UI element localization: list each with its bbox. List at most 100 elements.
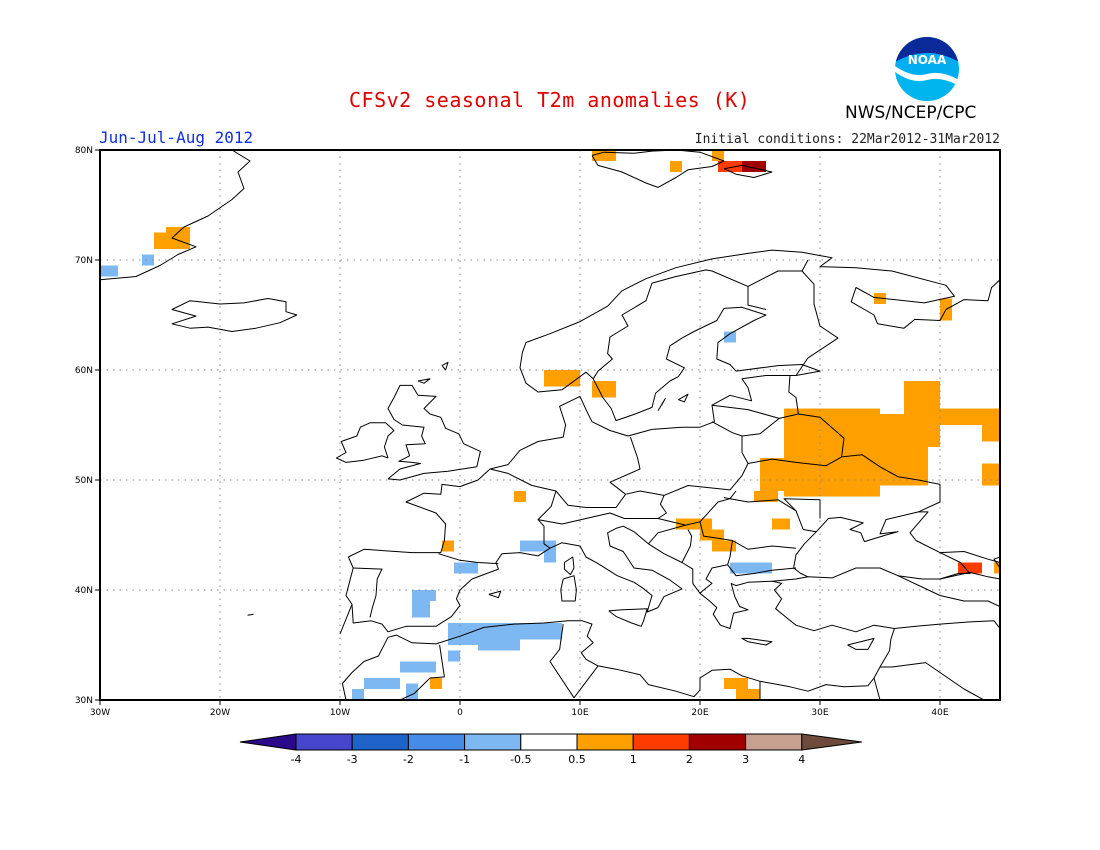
anomaly-cell: [544, 370, 580, 387]
country-border: [723, 497, 817, 533]
anomaly-cell: [514, 491, 526, 502]
anomaly-cell: [544, 551, 556, 563]
coastline: [741, 637, 773, 646]
country-border: [939, 551, 1000, 563]
anomaly-cell: [772, 518, 790, 530]
anomaly-cell: [718, 161, 742, 172]
country-border: [399, 644, 445, 700]
coastline: [560, 575, 577, 602]
country-border: [549, 624, 575, 699]
coastline: [335, 422, 395, 463]
map-frame: [99, 149, 1001, 701]
coastline: [488, 590, 502, 599]
coastline: [591, 150, 725, 188]
legend-swatch: [632, 733, 690, 751]
anomaly-cell: [742, 161, 766, 172]
anomaly-cell: [982, 419, 1000, 442]
anomaly-cell: [904, 381, 940, 447]
lat-tick-label: 30N: [75, 696, 93, 706]
lon-tick-label: 40E: [931, 708, 948, 718]
country-border: [489, 468, 557, 549]
lat-tick-label: 40N: [75, 586, 93, 596]
initial-conditions-label: Initial conditions: 22Mar2012-31Mar2012: [694, 132, 1000, 147]
country-border: [555, 436, 641, 508]
legend-swatch: [464, 733, 522, 751]
lat-tick-label: 50N: [75, 476, 93, 486]
lat-tick-label: 80N: [75, 146, 93, 156]
coastline: [993, 556, 1000, 576]
country-border: [353, 567, 383, 618]
country-border: [537, 512, 658, 525]
anomaly-cell: [412, 595, 430, 618]
legend-label: -4: [291, 753, 302, 766]
country-borders: [353, 259, 1000, 700]
lat-tick-label: 60N: [75, 366, 93, 376]
legend-swatch: [295, 733, 353, 751]
season-label: Jun-Jul-Aug 2012: [99, 128, 254, 147]
anomaly-cell: [982, 463, 1000, 486]
noaa-logo-text: NOAA: [908, 53, 947, 67]
axis-ticks: 80N 70N 60N 50N 40N 30N 30W 20W 10W 0 10E 20E 30E 40E: [75, 146, 949, 718]
coastline: [657, 398, 666, 411]
coastline: [847, 637, 875, 650]
legend-swatch: [688, 733, 747, 751]
lon-tick-label: 30W: [90, 708, 110, 718]
anomaly-cell: [592, 381, 616, 398]
lon-tick-label: 20W: [210, 708, 230, 718]
coastline: [339, 249, 1000, 635]
anomaly-cell: [352, 689, 364, 700]
anomaly-cell: [958, 562, 982, 574]
coastline: [563, 556, 575, 576]
anomaly-cell: [400, 661, 436, 673]
lon-tick-label: 30E: [811, 708, 828, 718]
lon-tick-label: 0: [457, 708, 463, 718]
country-border: [727, 564, 797, 577]
anomaly-cell: [712, 540, 736, 552]
country-border: [747, 270, 802, 287]
country-border: [798, 413, 845, 457]
anomaly-cell: [454, 562, 478, 574]
country-border: [592, 269, 767, 380]
anomaly-cell: [730, 562, 772, 574]
anomaly-cell: [700, 529, 724, 541]
legend-label: 3: [742, 753, 749, 766]
country-border: [880, 662, 986, 700]
anomaly-cell: [754, 491, 778, 502]
anomaly-cell: [442, 540, 454, 552]
coastline: [387, 384, 481, 481]
legend-label: -0.5: [510, 753, 531, 766]
legend-swatch: [407, 733, 466, 751]
country-border: [897, 575, 1000, 607]
legend-low-arrow: [239, 733, 297, 751]
anomaly-cell: [784, 408, 880, 497]
country-border: [681, 529, 693, 563]
coastline: [171, 298, 298, 332]
legend-swatch: [745, 733, 803, 751]
lon-tick-label: 10W: [330, 708, 350, 718]
legend-label: -3: [347, 753, 358, 766]
anomaly-cell: [142, 254, 154, 266]
country-border: [648, 524, 686, 545]
lon-tick-label: 10E: [571, 708, 588, 718]
legend-swatch: [351, 733, 409, 751]
legend-label: 4: [798, 753, 805, 766]
anomaly-cell: [724, 331, 736, 343]
coastline: [723, 164, 773, 178]
country-border: [711, 404, 780, 419]
country-border: [747, 454, 941, 513]
coastline: [100, 150, 251, 281]
anomaly-cell: [364, 678, 400, 689]
anomaly-cell: [670, 161, 682, 172]
country-border: [939, 571, 1000, 580]
country-border: [625, 432, 749, 496]
legend-label: 2: [686, 753, 693, 766]
anomaly-cell: [100, 265, 118, 277]
agency-credit: NWS/NCEP/CPC: [845, 103, 977, 123]
graticule: [100, 150, 1000, 700]
legend-swatch: [520, 733, 578, 751]
legend-label: 0.5: [568, 753, 586, 766]
anomaly-cell: [448, 650, 460, 662]
legend-label: -2: [403, 753, 414, 766]
noaa-logo: NOAA: [892, 34, 962, 104]
